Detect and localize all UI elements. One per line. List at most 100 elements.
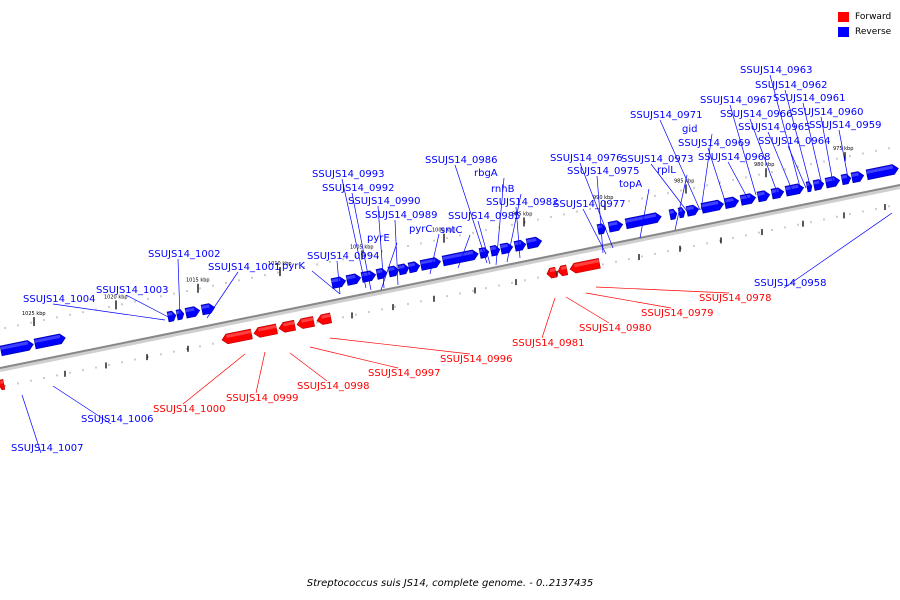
reverse-gene-label: SSUJS14_1006 bbox=[81, 414, 154, 425]
forward-gene-label: SSUJS14_0979 bbox=[641, 308, 714, 319]
reverse-gene-arrow bbox=[624, 212, 662, 230]
reverse-leader-line bbox=[783, 212, 893, 289]
forward-leader-line bbox=[309, 346, 399, 369]
reverse-gene-arrow bbox=[784, 183, 805, 197]
reverse-gene-label: SSUJS14_0977 bbox=[553, 199, 626, 210]
reverse-leader-line bbox=[707, 147, 727, 205]
reverse-gene-label: SSUJS14_0965 bbox=[738, 122, 811, 133]
forward-gene-arrow bbox=[0, 379, 6, 391]
forward-gene-label: SSUJS14_1000 bbox=[153, 404, 226, 415]
reverse-leader-line bbox=[457, 234, 471, 269]
forward-gene-label: SSUJS14_0981 bbox=[512, 338, 585, 349]
legend-item-reverse: Reverse bbox=[838, 24, 891, 39]
reverse-gene-label: SSUJS14_0961 bbox=[773, 93, 846, 104]
reverse-leader-line bbox=[787, 145, 807, 189]
reverse-gene-label: SSUJS14_0976 bbox=[550, 153, 623, 164]
reverse-gene-label: pyrE bbox=[367, 233, 390, 244]
reverse-gene-label: rplL bbox=[657, 165, 676, 176]
reverse-gene-arrow bbox=[33, 333, 66, 350]
scale-tick-label: 980 kbp bbox=[754, 162, 774, 168]
legend-item-forward: Forward bbox=[838, 9, 891, 24]
reverse-leader-line bbox=[394, 219, 399, 286]
scale-tick-label: 1025 kbp bbox=[22, 311, 46, 317]
reverse-leader-line bbox=[52, 303, 166, 321]
reverse-leader-line bbox=[506, 193, 522, 263]
reverse-leader-line bbox=[769, 74, 801, 188]
reverse-gene-arrow bbox=[441, 249, 479, 267]
reverse-gene-arrow bbox=[0, 340, 34, 357]
forward-gene-arrow bbox=[221, 328, 253, 345]
reverse-leader-line bbox=[820, 116, 834, 184]
reverse-leader-line bbox=[454, 164, 488, 264]
forward-leader-line bbox=[585, 292, 672, 309]
reverse-leader-line bbox=[380, 242, 398, 291]
reverse-gene-label: SSUJS14_0986 bbox=[425, 155, 498, 166]
forward-gene-arrow bbox=[557, 264, 569, 277]
scale-tick-label: 1015 kbp bbox=[186, 278, 210, 284]
reverse-gene-arrow bbox=[685, 204, 700, 217]
reverse-gene-arrow bbox=[184, 306, 201, 319]
reverse-gene-label: SSUJS14_1003 bbox=[96, 285, 169, 296]
reverse-gene-arrow bbox=[489, 244, 501, 257]
reverse-gene-label: rbgA bbox=[474, 168, 498, 179]
reverse-leader-line bbox=[429, 233, 440, 275]
reverse-gene-label: SSUJS14_0992 bbox=[322, 183, 395, 194]
forward-gene-label: SSUJS14_0999 bbox=[226, 393, 299, 404]
reverse-gene-label: SSUJS14_0994 bbox=[307, 251, 380, 262]
reverse-gene-label: gid bbox=[682, 124, 697, 135]
forward-leader-line bbox=[541, 297, 556, 339]
reverse-gene-label: SSUJS14_1001 bbox=[208, 262, 281, 273]
reverse-leader-line bbox=[377, 205, 385, 289]
reverse-leader-line bbox=[351, 192, 372, 291]
forward-gene-arrow bbox=[296, 316, 316, 329]
reverse-gene-label: SSUJS14_0989 bbox=[365, 210, 438, 221]
reverse-gene-arrow bbox=[850, 171, 865, 184]
reverse-gene-arrow bbox=[840, 173, 852, 186]
reverse-gene-arrow bbox=[812, 179, 825, 191]
reverse-gene-label: SSUJS14_1007 bbox=[11, 443, 84, 454]
reverse-gene-label: pyrC bbox=[409, 224, 432, 235]
reverse-gene-arrow bbox=[407, 261, 421, 274]
reverse-gene-label: SSUJS14_0971 bbox=[630, 110, 703, 121]
gene-labels: SSUJS14_0963 SSUJS14_0962 SSUJS14_0961 SSUJ… bbox=[11, 65, 882, 454]
reverse-gene-label: SSUJS14_0968 bbox=[698, 152, 771, 163]
reverse-swatch bbox=[838, 26, 849, 37]
reverse-leader-line bbox=[206, 271, 239, 319]
forward-leader-line bbox=[182, 353, 246, 405]
reverse-gene-label: SSUJS14_0969 bbox=[678, 138, 751, 149]
reverse-leader-line bbox=[729, 104, 757, 196]
reverse-gene-arrow bbox=[175, 309, 185, 321]
gene-tracks: 1025 kbp 1020 kbp 1015 kbp 1010 kbp 1005 kbp… bbox=[0, 146, 900, 391]
reverse-gene-label: SSUJS14_0963 bbox=[740, 65, 813, 76]
reverse-gene-label: SSUJS14_1004 bbox=[23, 294, 96, 305]
forward-gene-arrow bbox=[278, 319, 297, 333]
reverse-gene-label: topA bbox=[619, 179, 642, 190]
reverse-leader-line bbox=[515, 206, 521, 259]
reverse-leader-line bbox=[336, 260, 341, 295]
forward-gene-label: SSUJS14_0997 bbox=[368, 368, 441, 379]
legend-label-forward: Forward bbox=[855, 11, 892, 22]
reverse-leader-line bbox=[749, 118, 778, 193]
reverse-gene-label: SSUJS14_0962 bbox=[755, 80, 828, 91]
forward-gene-label: SSUJS14_0998 bbox=[297, 381, 370, 392]
legend-label-reverse: Reverse bbox=[855, 26, 892, 37]
reverse-leader-line bbox=[727, 161, 749, 200]
scale-tick-label: 1000 kbp bbox=[432, 228, 456, 234]
forward-gene-label: SSUJS14_0996 bbox=[440, 354, 513, 365]
reverse-leader-line bbox=[21, 394, 42, 454]
reverse-leader-line bbox=[596, 175, 604, 254]
reverse-gene-label: SSUJS14_0966 bbox=[720, 109, 793, 120]
reverse-leader-line bbox=[125, 294, 175, 321]
reverse-gene-label: SSUJS14_0964 bbox=[758, 136, 831, 147]
reverse-leader-line bbox=[341, 178, 367, 289]
figure-caption: Streptococcus suis JS14, complete genome… bbox=[306, 578, 594, 589]
forward-leader-line bbox=[595, 286, 730, 294]
reverse-gene-label: SSUJS14_0993 bbox=[312, 169, 385, 180]
reverse-gene-arrow bbox=[375, 268, 388, 280]
reverse-gene-label: SSUJS14_0959 bbox=[809, 120, 882, 131]
scale-tick-label: 1010 kbp bbox=[268, 261, 292, 267]
reverse-gene-label: rnhB bbox=[491, 184, 515, 195]
forward-gene-arrow bbox=[316, 312, 333, 325]
label-leader-lines bbox=[21, 74, 893, 454]
